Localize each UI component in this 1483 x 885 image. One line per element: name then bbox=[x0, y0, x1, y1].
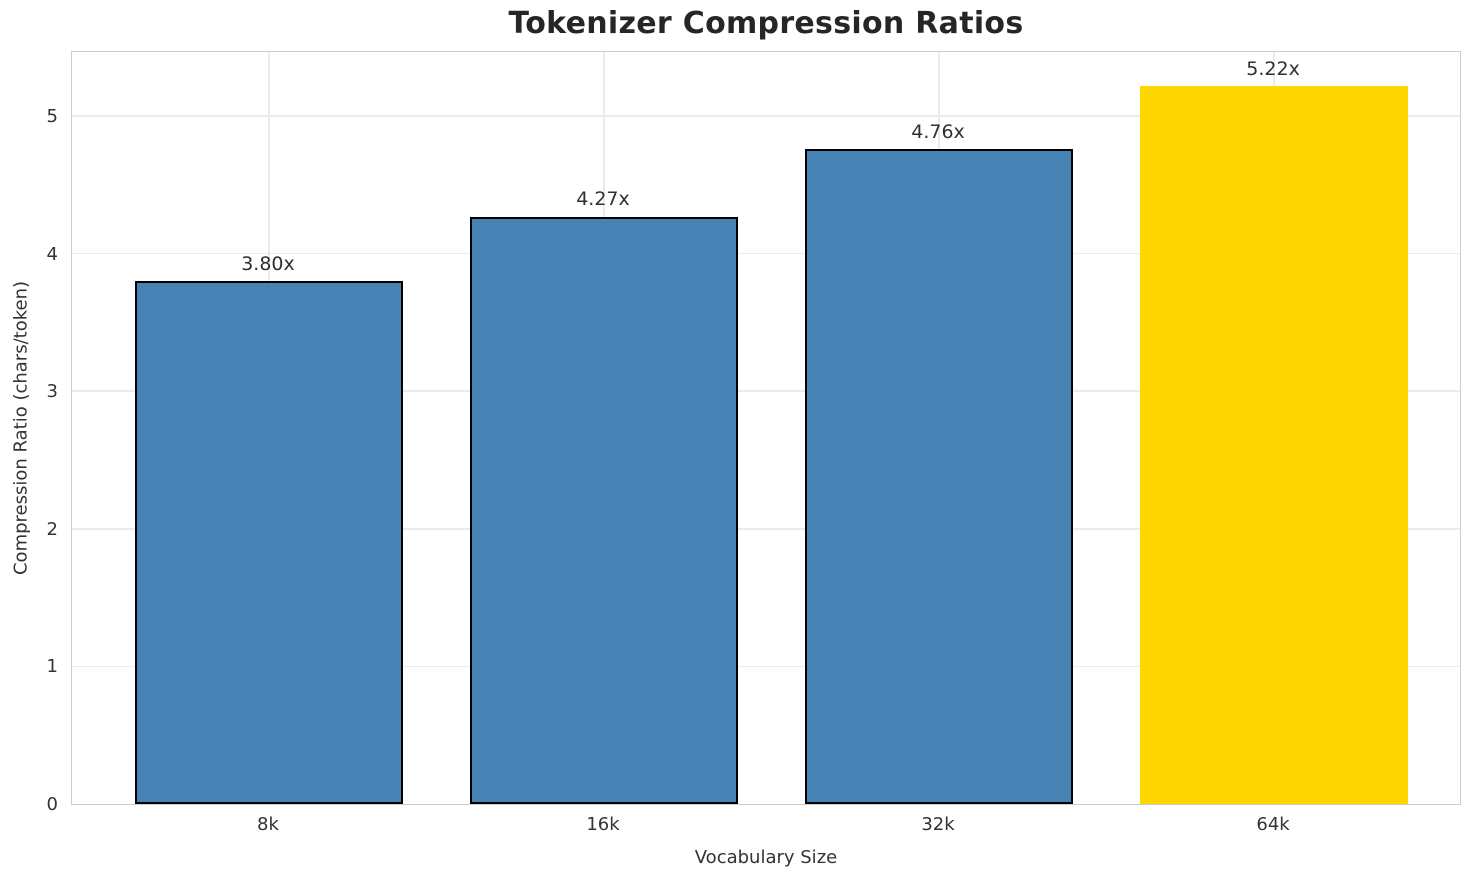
bar-value-label: 4.76x bbox=[911, 121, 965, 144]
plot-area bbox=[71, 51, 1461, 805]
bar-16k bbox=[470, 216, 739, 804]
bar-value-label: 5.22x bbox=[1246, 57, 1300, 80]
y-tick-label: 3 bbox=[46, 381, 58, 403]
y-gridline bbox=[72, 252, 1460, 255]
bar-32k bbox=[805, 149, 1074, 804]
y-gridline bbox=[72, 528, 1460, 530]
x-tick-label: 64k bbox=[1256, 814, 1290, 835]
bar-value-label: 4.27x bbox=[576, 188, 630, 211]
y-tick-label: 2 bbox=[46, 518, 58, 540]
chart-title: Tokenizer Compression Ratios bbox=[508, 6, 1024, 41]
bar-64k bbox=[1140, 85, 1409, 804]
x-tick-label: 32k bbox=[921, 814, 955, 835]
y-tick-label: 1 bbox=[46, 656, 58, 678]
y-gridline bbox=[72, 390, 1460, 392]
x-axis-label: Vocabulary Size bbox=[694, 847, 838, 868]
y-gridline bbox=[72, 665, 1460, 668]
x-tick-label: 16k bbox=[586, 814, 620, 835]
y-tick-label: 5 bbox=[46, 106, 58, 128]
x-tick-label: 8k bbox=[257, 814, 279, 835]
y-gridline bbox=[72, 115, 1460, 117]
y-tick-label: 4 bbox=[46, 243, 58, 265]
y-tick-label: 0 bbox=[46, 794, 58, 815]
bar-8k bbox=[134, 281, 403, 804]
bar-value-label: 3.80x bbox=[241, 253, 295, 276]
